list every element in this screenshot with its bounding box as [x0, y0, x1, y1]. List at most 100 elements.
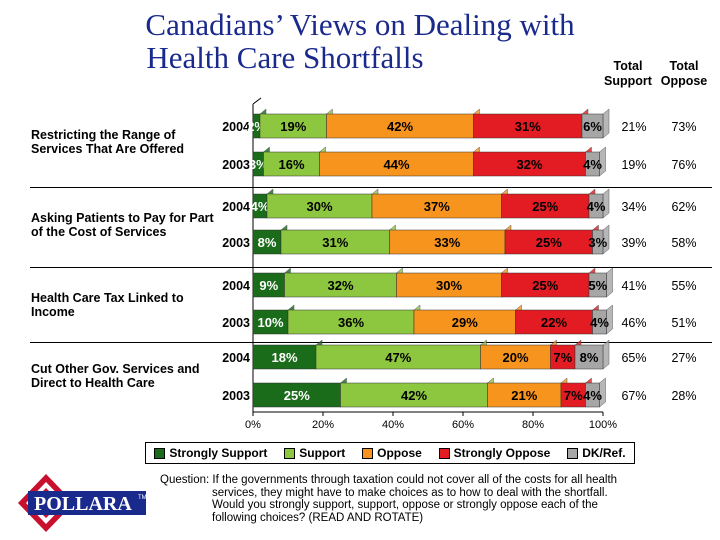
bar-segment: [259, 113, 327, 139]
bar-segment-side: [602, 108, 610, 139]
bar-value-label: 4%: [587, 199, 606, 214]
bar-value-label: 29%: [452, 315, 478, 330]
bar-segment: [319, 151, 474, 177]
legend-item: Oppose: [362, 446, 422, 460]
bar-value-label: 8%: [258, 235, 277, 250]
logo-tm: TM: [138, 495, 147, 501]
bar-value-label: 21%: [511, 388, 537, 403]
bar-segment: [284, 272, 397, 298]
year-label: 2003: [222, 389, 250, 403]
x-tick-label: 60%: [452, 419, 474, 431]
bar-segment: [473, 151, 586, 177]
bar-value-label: 9%: [259, 278, 278, 293]
group-divider: [30, 342, 712, 343]
bar-segment: [473, 113, 583, 139]
bar-segment-side: [602, 339, 610, 370]
chart-legend: Strongly Support Support Oppose Strongly Op…: [145, 442, 635, 464]
total-support-value: 19%: [621, 158, 646, 172]
bar-segment: [252, 344, 317, 370]
bar-value-label: 16%: [278, 157, 304, 172]
bar-value-label: 4%: [251, 199, 270, 214]
bar-value-label: 10%: [257, 315, 283, 330]
bar-value-label: 25%: [532, 199, 558, 214]
bar-value-label: 36%: [338, 315, 364, 330]
group-divider: [30, 187, 712, 188]
bar-value-label: 30%: [436, 278, 462, 293]
group-label-pay: Asking Patients to Pay for Part of the C…: [31, 211, 221, 239]
bar-segment: [340, 382, 488, 408]
bar-value-label: 4%: [583, 157, 602, 172]
bar-segment: [396, 272, 502, 298]
legend-item: Support: [284, 446, 345, 460]
bar-segment: [413, 309, 516, 335]
question-rest: services, they might have to make choice…: [212, 486, 608, 524]
total-oppose-value: 55%: [671, 279, 696, 293]
legend-swatch: [438, 447, 450, 459]
legend-item: Strongly Oppose: [438, 446, 551, 460]
legend-swatch: [362, 447, 374, 459]
legend-label: DK/Ref.: [582, 446, 626, 460]
total-oppose-value: 73%: [671, 120, 696, 134]
bar-segment: [389, 229, 506, 255]
total-oppose-value: 51%: [671, 316, 696, 330]
total-support-value: 46%: [621, 316, 646, 330]
legend-label: Strongly Oppose: [453, 446, 551, 460]
chart-title: Canadians’ Views on Dealing with Health …: [60, 8, 660, 74]
total-oppose-value: 62%: [671, 200, 696, 214]
bar-value-label: 32%: [327, 278, 353, 293]
group-label-text: Restricting the Range of Services That A…: [31, 128, 185, 156]
legend-swatch: [284, 447, 296, 459]
bar-segment: [504, 229, 593, 255]
bar-value-label: 19%: [280, 119, 306, 134]
year-label: 2003: [222, 236, 250, 250]
bar-segment: [501, 272, 590, 298]
bar-value-label: 7%: [564, 388, 583, 403]
bar-value-label: 6%: [583, 119, 602, 134]
bar-segment: [480, 344, 551, 370]
title-line-1: Canadians’ Views on Dealing with: [145, 7, 575, 42]
total-support-value: 41%: [621, 279, 646, 293]
bar-segment: [252, 309, 289, 335]
bar-segment: [315, 344, 481, 370]
legend-item: DK/Ref.: [567, 446, 626, 460]
bar-value-label: 30%: [306, 199, 332, 214]
x-tick-label: 100%: [589, 419, 617, 431]
total-support-value: 21%: [621, 120, 646, 134]
year-label: 2004: [222, 200, 250, 214]
bar-value-label: 18%: [271, 350, 297, 365]
bar-segment: [263, 151, 320, 177]
year-label: 2004: [222, 279, 250, 293]
legend-item: Strongly Support: [154, 446, 267, 460]
bar-value-label: 37%: [424, 199, 450, 214]
total-oppose-header: Total Oppose: [654, 59, 714, 89]
total-support-header-line-1: Total: [613, 59, 643, 73]
bar-value-label: 42%: [387, 119, 413, 134]
bar-value-label: 4%: [583, 388, 602, 403]
bar-value-label: 47%: [385, 350, 411, 365]
bar-segment: [585, 382, 600, 408]
legend-swatch: [154, 447, 166, 459]
question-lead: Question: If the governments through tax…: [160, 474, 618, 486]
bar-segment: [581, 113, 604, 139]
depth-edge: [252, 97, 262, 105]
question-text: Question: If the governments through tax…: [160, 474, 640, 524]
total-support-value: 39%: [621, 236, 646, 250]
group-divider: [30, 267, 712, 268]
bar-segment: [592, 229, 604, 255]
legend-label: Strongly Support: [169, 446, 268, 460]
bar-value-label: 25%: [284, 388, 310, 403]
bar-segment: [592, 309, 607, 335]
total-support-value: 34%: [621, 200, 646, 214]
bar-segment: [280, 229, 390, 255]
x-tick-label: 0%: [245, 419, 261, 431]
year-label: 2003: [222, 316, 250, 330]
bar-value-label: 31%: [515, 119, 541, 134]
year-label: 2004: [222, 351, 250, 365]
x-tick-label: 40%: [382, 419, 404, 431]
total-oppose-value: 76%: [671, 158, 696, 172]
logo-band: [28, 491, 146, 515]
bar-segment: [585, 151, 600, 177]
total-oppose-value: 27%: [671, 351, 696, 365]
bar-value-label: 44%: [383, 157, 409, 172]
